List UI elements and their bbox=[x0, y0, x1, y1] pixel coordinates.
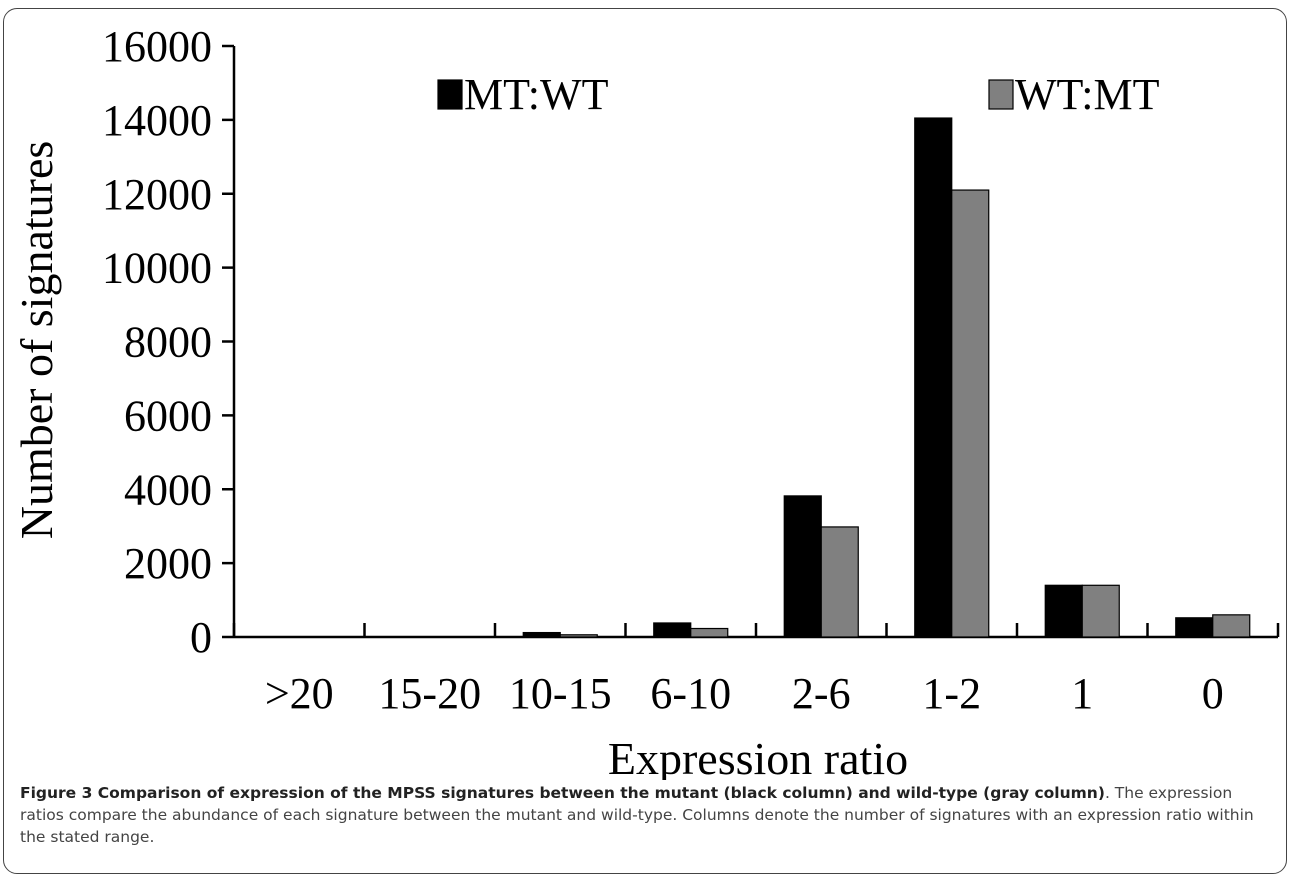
bar-wt-mt bbox=[1212, 614, 1251, 638]
x-tick-label: >20 bbox=[265, 669, 334, 718]
legend-swatch bbox=[988, 79, 1014, 110]
bar-wt-mt bbox=[690, 627, 729, 638]
y-tick-label: 14000 bbox=[102, 96, 212, 145]
x-tick-label: 15-20 bbox=[378, 669, 481, 718]
x-tick-label: 2-6 bbox=[792, 669, 851, 718]
y-tick-labels: 0 2000 4000 6000 8000 10000 12000 14000 16000 bbox=[102, 22, 212, 662]
y-tick-label: 12000 bbox=[102, 170, 212, 219]
y-tick-label: 6000 bbox=[124, 391, 212, 440]
figure-caption: Figure 3 Comparison of expression of the… bbox=[20, 782, 1278, 848]
bar-wt-mt bbox=[820, 526, 859, 638]
bar-wt-mt bbox=[559, 634, 598, 638]
bar-mt-wt bbox=[783, 495, 822, 638]
bar-chart: 0 2000 4000 6000 8000 10000 12000 14000 16000 >2… bbox=[11, 22, 1280, 780]
y-tick-label: 2000 bbox=[124, 539, 212, 588]
x-tick-label: 0 bbox=[1202, 669, 1224, 718]
bar-mt-wt bbox=[1175, 617, 1214, 638]
y-axis-label: Number of signatures bbox=[11, 141, 62, 540]
x-tick-label: 1-2 bbox=[922, 669, 981, 718]
y-tick-label: 0 bbox=[190, 613, 212, 662]
legend-label: MT:WT bbox=[464, 70, 609, 119]
bar-mt-wt bbox=[653, 622, 692, 638]
chart-legend: MT:WT WT:MT bbox=[437, 70, 1160, 119]
x-tick-label: 10-15 bbox=[509, 669, 612, 718]
chart-axes bbox=[222, 44, 1280, 639]
x-tick-label: 1 bbox=[1071, 669, 1093, 718]
y-tick-label: 4000 bbox=[124, 465, 212, 514]
y-tick-label: 10000 bbox=[102, 244, 212, 293]
x-tick-labels: >20 15-20 10-15 6-10 2-6 1-2 1 0 bbox=[265, 669, 1224, 718]
bar-mt-wt bbox=[914, 117, 953, 638]
bar-mt-wt bbox=[1044, 584, 1083, 638]
figure-frame bbox=[3, 8, 1287, 874]
chart-bars bbox=[522, 117, 1251, 638]
caption-lead: Figure 3 Comparison of expression of the… bbox=[20, 784, 1105, 802]
x-axis-label: Expression ratio bbox=[608, 733, 908, 780]
caption-body: . The expression ratios compare the abun… bbox=[20, 784, 1254, 846]
legend-label: WT:MT bbox=[1015, 70, 1160, 119]
y-tick-label: 8000 bbox=[124, 318, 212, 367]
bar-mt-wt bbox=[522, 631, 561, 638]
bar-wt-mt bbox=[951, 189, 990, 638]
y-tick-label: 16000 bbox=[102, 22, 212, 71]
x-tick-label: 6-10 bbox=[650, 669, 731, 718]
bar-wt-mt bbox=[1081, 584, 1120, 638]
legend-swatch bbox=[437, 79, 463, 110]
